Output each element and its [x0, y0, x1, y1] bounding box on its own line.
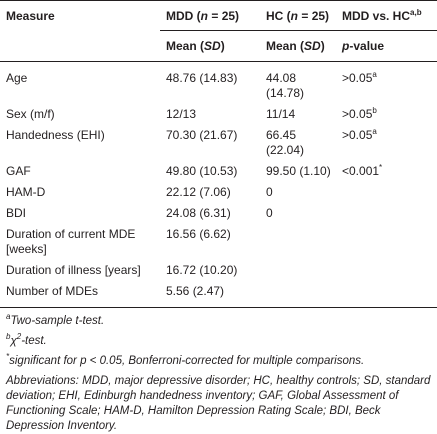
cell: 16.56 (6.62) [166, 227, 231, 241]
cell [336, 202, 437, 223]
text: <0.001 [342, 164, 380, 178]
cell: 12/13 [166, 107, 197, 121]
table-body: Age 48.76 (14.83) 44.08 (14.78) >0.05a Sex (… [0, 62, 437, 308]
superscript: * [379, 163, 383, 172]
superscript: 2 [16, 332, 22, 341]
table-row: BDI 24.08 (6.31) 0 [0, 202, 437, 223]
header-cell: p-value [336, 30, 437, 61]
text: SD [304, 39, 321, 53]
cell: 48.76 (14.83) [166, 71, 238, 85]
table-row: Handedness (EHI) 70.30 (21.67) 66.45 (22.0… [0, 124, 437, 160]
text: SD [204, 39, 221, 53]
text: MDD ( [166, 9, 201, 23]
superscript: a [372, 70, 377, 79]
text: significant for [9, 355, 81, 367]
cell: 22.12 (7.06) [166, 185, 231, 199]
text: Two-sample t-test. [10, 315, 105, 327]
cell [336, 259, 437, 280]
text: n [290, 9, 299, 23]
cell: Duration of current MDE [weeks] [6, 227, 136, 256]
cell: >0.05b [336, 103, 437, 124]
cell [260, 280, 336, 308]
header-cell: MDD (n = 25) [160, 0, 260, 31]
footnote: Abbreviations: MDD, major depressive dis… [6, 375, 431, 432]
text: -value [349, 39, 385, 53]
text: ) [220, 39, 225, 53]
text: >0.05 [342, 107, 373, 121]
cell: BDI [6, 206, 27, 220]
cell: HAM-D [6, 185, 46, 199]
text: >0.05 [342, 128, 373, 142]
text: = 25) [298, 9, 330, 23]
header-cell: Mean (SD) [160, 30, 260, 61]
cell: Sex (m/f) [6, 107, 55, 121]
cell: >0.05a [336, 124, 437, 160]
text: -test. [21, 335, 47, 347]
cell [336, 181, 437, 202]
superscript: a,b [410, 8, 422, 17]
cell: >0.05a [336, 62, 437, 104]
cell: 24.08 (6.31) [166, 206, 231, 220]
cell: 0 [266, 185, 273, 199]
table-row: GAF 49.80 (10.53) 99.50 (1.10) <0.001* [0, 160, 437, 181]
text: n [200, 9, 209, 23]
cell: Age [6, 71, 28, 85]
header-row: Measure MDD (n = 25) HC (n = 25) MDD vs.… [0, 0, 437, 31]
text: = 25) [208, 9, 240, 23]
header-cell: Measure [0, 0, 160, 31]
header-cell: Mean (SD) [260, 30, 336, 61]
text: ) [320, 39, 325, 53]
table-row: Number of MDEs 5.56 (2.47) [0, 280, 437, 308]
table-row: Age 48.76 (14.83) 44.08 (14.78) >0.05a [0, 62, 437, 104]
cell [260, 259, 336, 280]
cell: 49.80 (10.53) [166, 164, 238, 178]
text: p [80, 355, 87, 367]
text: HC ( [266, 9, 291, 23]
cell: Handedness (EHI) [6, 128, 105, 142]
cell: 16.72 (10.20) [166, 263, 238, 277]
superscript: * [6, 352, 10, 361]
cell: 44.08 (14.78) [266, 71, 305, 100]
table-row: HAM-D 22.12 (7.06) 0 [0, 181, 437, 202]
text: Mean ( [166, 39, 205, 53]
table-row: Sex (m/f) 12/13 11/14 >0.05b [0, 103, 437, 124]
text: MDD vs. HC [342, 9, 411, 23]
text: >0.05 [342, 71, 373, 85]
footnote: *significant for p < 0.05, Bonferroni-co… [6, 352, 431, 369]
cell [260, 223, 336, 259]
header-cell [0, 31, 160, 62]
cell: 70.30 (21.67) [166, 128, 238, 142]
superscript: b [6, 332, 11, 341]
table-row: Duration of current MDE [weeks] 16.56 (6.… [0, 223, 437, 259]
data-table: Measure MDD (n = 25) HC (n = 25) MDD vs.… [0, 0, 437, 308]
text: < 0.05, Bonferroni-corrected for multipl… [86, 355, 365, 367]
cell: <0.001* [336, 160, 437, 181]
cell [336, 223, 437, 259]
cell [336, 280, 437, 308]
cell: 0 [266, 206, 273, 220]
superscript: b [372, 106, 377, 115]
cell: 11/14 [266, 107, 296, 121]
superscript: a [6, 312, 11, 321]
header-row: Mean (SD) Mean (SD) p-value [0, 30, 437, 62]
header-cell: MDD vs. HCa,b [336, 0, 437, 31]
text: p [342, 39, 350, 53]
footnote: aTwo-sample t-test. [6, 312, 431, 329]
cell: 99.50 (1.10) [266, 164, 331, 178]
footnotes: aTwo-sample t-test. bχ2-test. *significa… [0, 308, 437, 434]
text: χ [10, 335, 17, 347]
cell: 5.56 (2.47) [160, 280, 260, 308]
superscript: a [372, 127, 377, 136]
cell: Number of MDEs [0, 280, 160, 308]
table-row: Duration of illness [years] 16.72 (10.20) [0, 259, 437, 280]
cell: GAF [6, 164, 31, 178]
cell: Duration of illness [years] [6, 263, 141, 277]
footnote: bχ2-test. [6, 332, 431, 349]
text: Mean ( [266, 39, 305, 53]
header-cell: HC (n = 25) [260, 0, 336, 31]
cell: 66.45 (22.04) [266, 128, 305, 157]
